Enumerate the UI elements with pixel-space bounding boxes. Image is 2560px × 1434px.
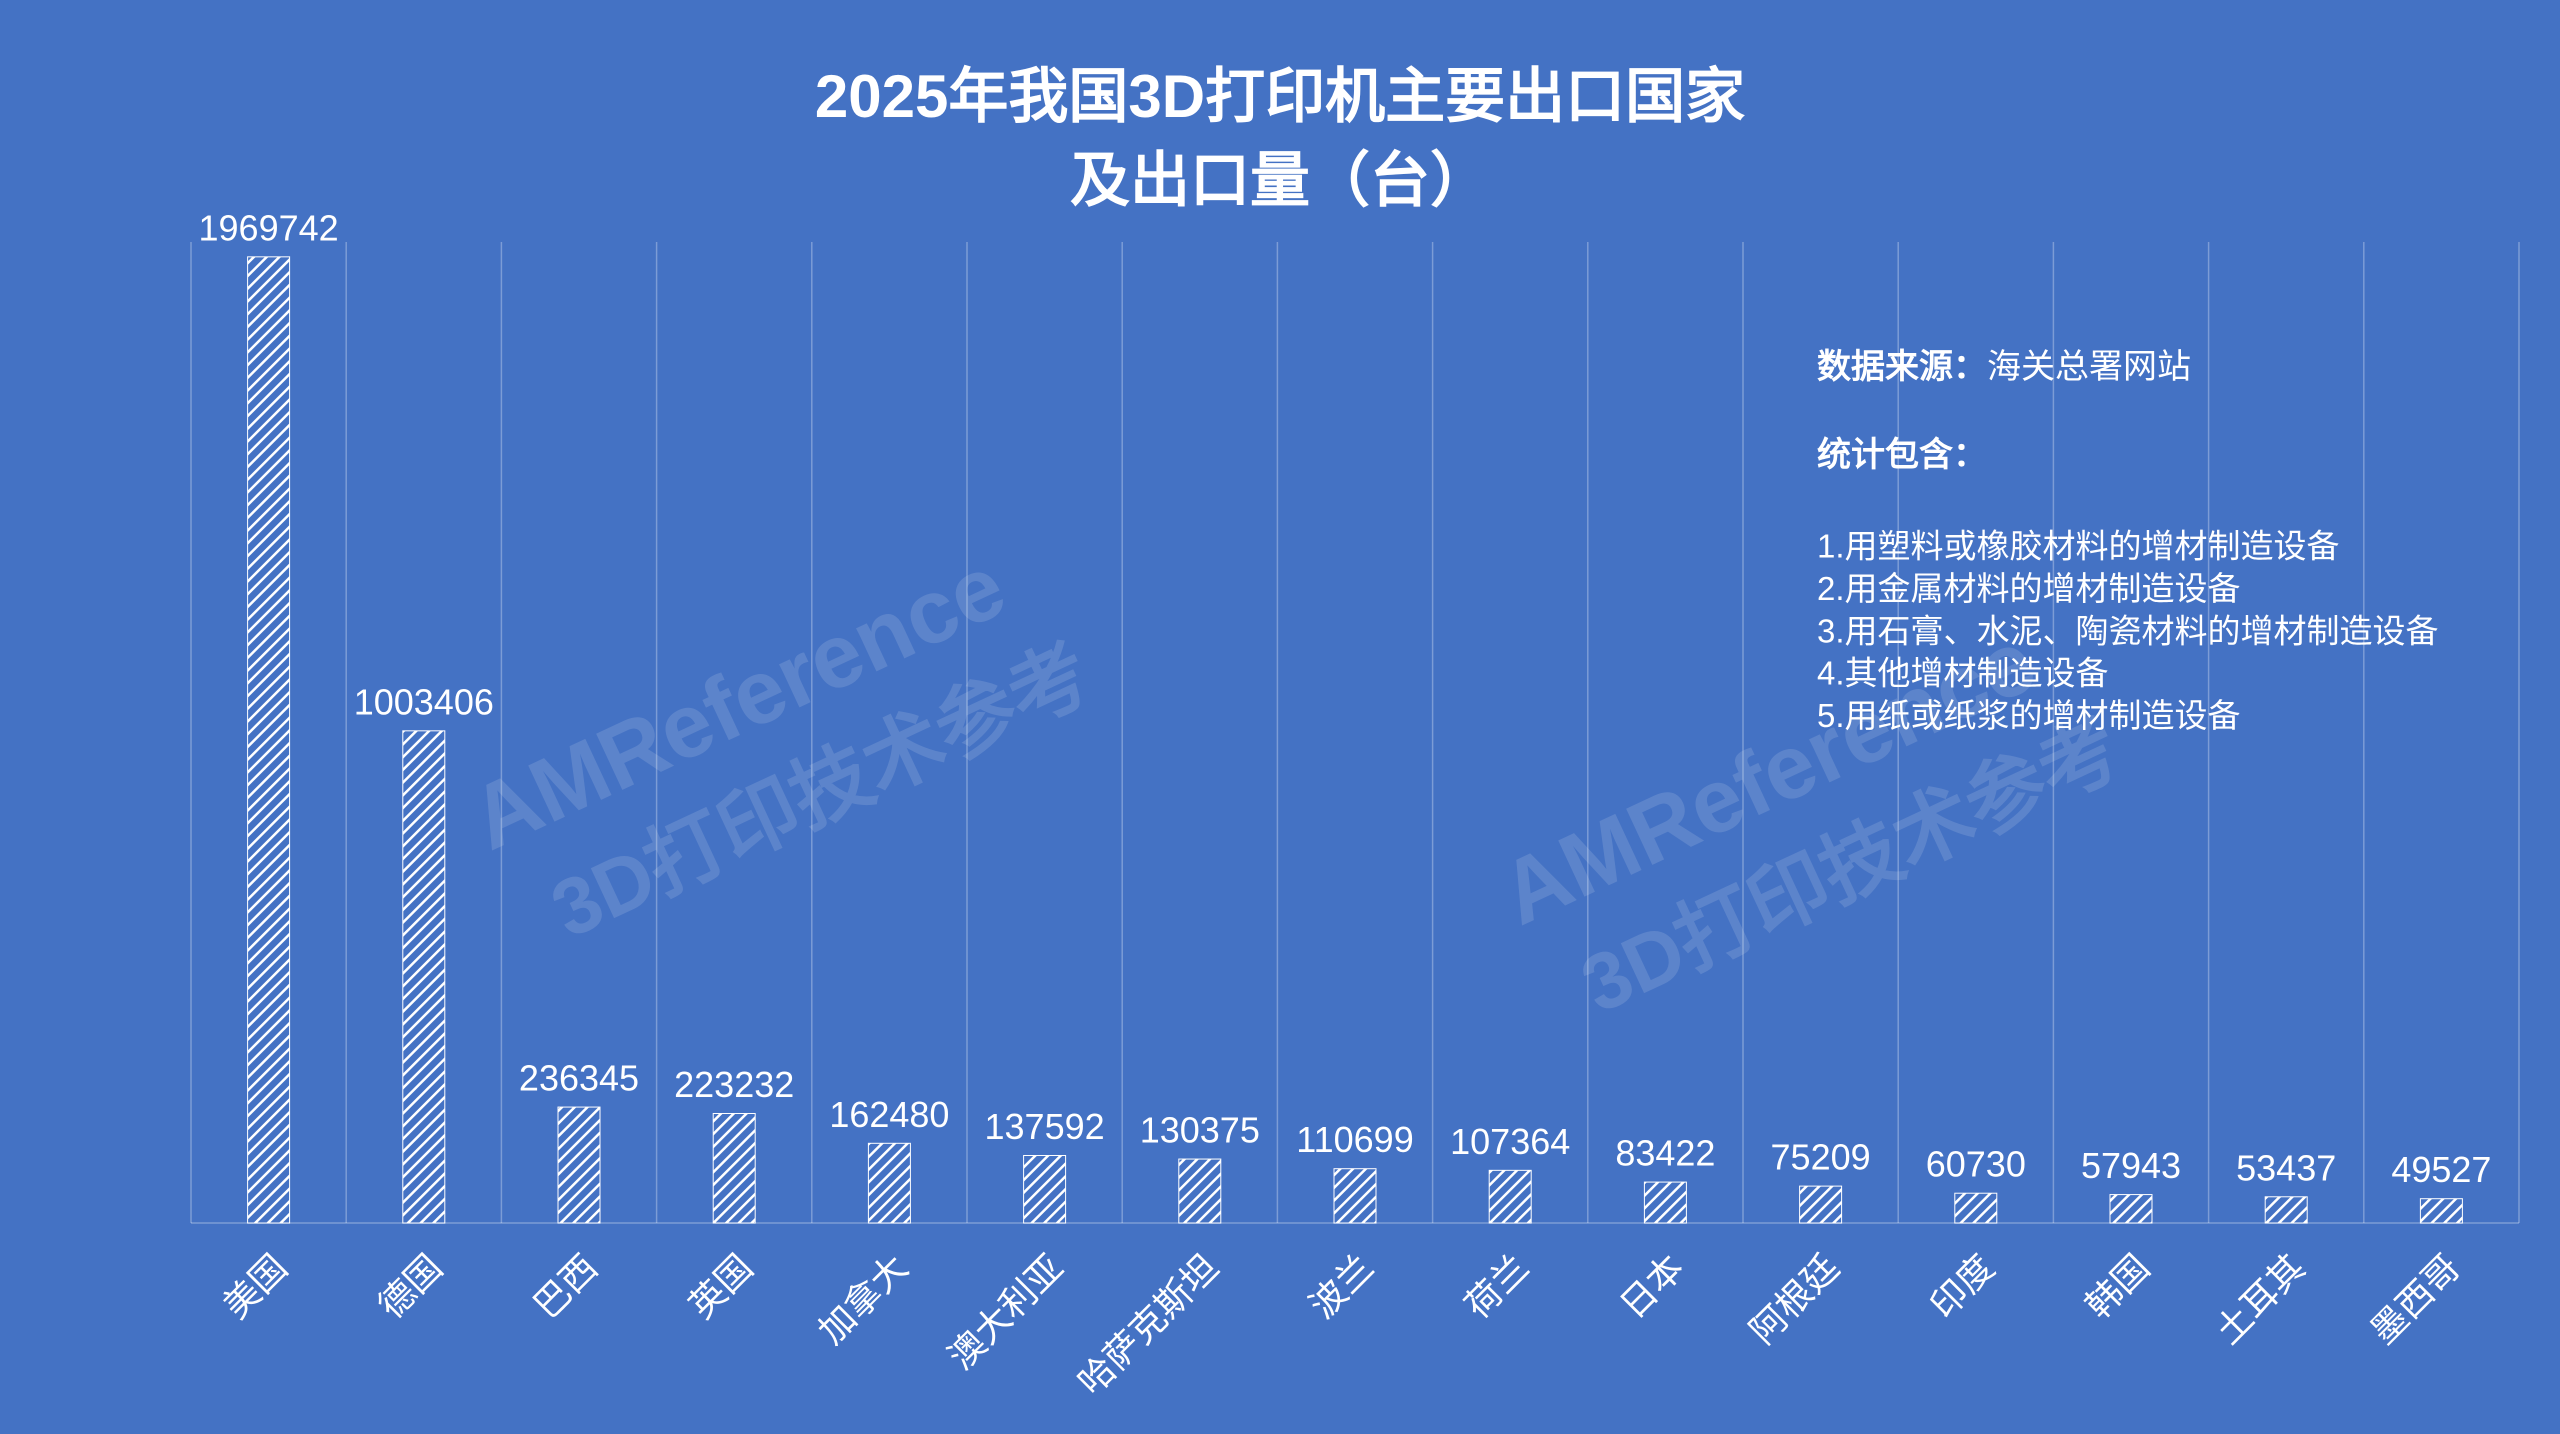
note: 4.其他增材制造设备 [1817,655,2109,692]
annotation: 数据来源：海关总署网站 [1817,348,2191,386]
bar [867,1142,911,1224]
value-label: 53437 [2236,1147,2336,1188]
x-tick-label: 巴西 [525,1246,605,1326]
x-tick-label: 哈萨克斯坦 [1070,1246,1226,1402]
x-tick-label: 加拿大 [810,1246,915,1351]
bar [2419,1198,2463,1224]
watermark: AMReference 3D打印技术参考 AMReference 3D打印技术参… [456,536,2134,1030]
value-label: 57943 [2081,1145,2181,1186]
note: 2.用金属材料的增材制造设备 [1817,570,2241,607]
bar [1643,1181,1687,1224]
bar [1178,1158,1222,1224]
note: 3.用石膏、水泥、陶瓷材料的增材制造设备 [1817,612,2439,649]
bar [1799,1185,1843,1224]
note: 1.用塑料或橡胶材料的增材制造设备 [1817,528,2340,565]
x-tick-label: 波兰 [1301,1246,1381,1326]
bar [712,1113,756,1224]
chart-title: 及出口量（台） [1070,147,1490,214]
value-label: 83422 [1615,1133,1715,1174]
bar [247,256,291,1224]
x-tick-label: 墨西哥 [2362,1246,2467,1351]
bar [557,1106,601,1224]
value-label: 137592 [985,1106,1105,1147]
value-label: 110699 [1296,1119,1413,1160]
x-tick-label: 澳大利亚 [940,1246,1071,1377]
chart-title: 2025年我国3D打印机主要出口国家 [815,63,1745,130]
bar [1954,1192,1998,1224]
bar [1023,1155,1067,1224]
x-tick-label: 阿根廷 [1742,1246,1847,1351]
notes-label: 统计包含： [1817,436,1987,474]
x-tick-label: 英国 [681,1246,761,1326]
notes: 1.用塑料或橡胶材料的增材制造设备 2.用金属材料的增材制造设备 3.用石膏、水泥、… [1817,528,2439,734]
x-tick-label: 印度 [1922,1246,2002,1326]
value-label: 107364 [1450,1121,1570,1162]
value-label: 1003406 [354,681,494,722]
bar [2264,1196,2308,1224]
value-label: 60730 [1926,1144,2026,1185]
bar [2109,1194,2153,1224]
x-tick-label: 荷兰 [1457,1246,1537,1326]
bar [402,730,446,1224]
x-tick-label: 美国 [215,1246,295,1326]
note: 5.用纸或纸浆的增材制造设备 [1817,697,2241,734]
value-label: 162480 [829,1094,949,1135]
value-label: 49527 [2391,1149,2491,1190]
value-label: 236345 [519,1058,639,1099]
value-label: 75209 [1771,1137,1871,1178]
value-label: 223232 [674,1064,794,1105]
bar [1488,1169,1532,1224]
x-tick-label: 日本 [1612,1246,1692,1326]
value-label: 130375 [1140,1110,1260,1151]
bar [1333,1168,1377,1224]
x-tick-label: 德国 [370,1246,450,1326]
source-label: 数据来源： [1817,348,1987,386]
source: 海关总署网站 [1987,348,2191,386]
x-tick-label: 土耳其 [2207,1246,2312,1351]
x-tick-label: 韩国 [2077,1246,2157,1326]
value-label: 1969742 [199,207,339,248]
